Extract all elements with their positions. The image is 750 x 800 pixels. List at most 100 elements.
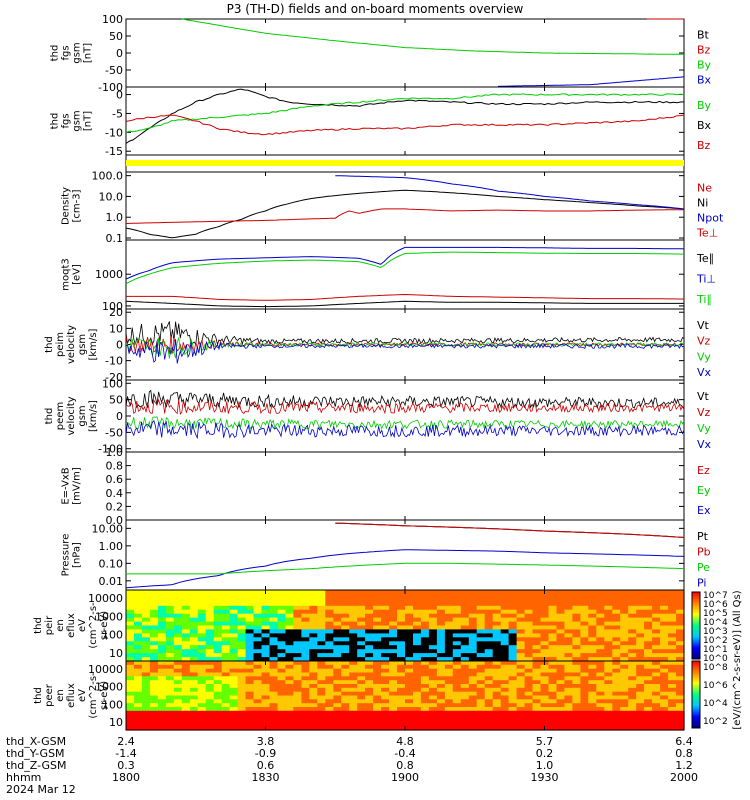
spectrogram-cell [126, 613, 135, 619]
spectrogram-cell [253, 617, 263, 623]
spectrogram-cell [580, 714, 589, 720]
spectrogram-cell [668, 726, 677, 731]
spectrogram-cell [468, 676, 478, 681]
spectrogram-cell [668, 695, 677, 700]
spectrogram-cell [221, 629, 231, 634]
spectrogram-cell [612, 621, 621, 627]
spectrogram-cell [333, 649, 342, 654]
spectrogram-cell [245, 676, 255, 681]
spectrogram-cell [134, 687, 143, 693]
legend-entry: Vx [697, 366, 712, 379]
spectrogram-cell [157, 726, 167, 731]
y-tick-label: -50 [105, 426, 123, 439]
spectrogram-cell [349, 653, 358, 658]
spectrogram-cell [524, 605, 534, 611]
spectrogram-cell [636, 645, 645, 650]
spectrogram-cell [309, 633, 318, 638]
spectrogram-cell [588, 676, 597, 681]
spectrogram-cell [261, 722, 271, 727]
spectrogram-cell [540, 687, 550, 693]
spectrogram-cell [333, 703, 342, 708]
spectrogram-cell [229, 722, 239, 727]
spectrogram-cell [532, 661, 542, 666]
spectrogram-cell [165, 684, 175, 689]
spectrogram-cell [620, 633, 629, 638]
spectrogram-cell [237, 601, 247, 607]
spectrogram-cell [428, 718, 438, 723]
spectrogram-cell [668, 687, 677, 693]
spectrogram-cell [548, 617, 558, 623]
spectrogram-cell [405, 703, 414, 708]
spectrogram-cell [197, 629, 207, 634]
spectrogram-cell [309, 601, 318, 607]
spectrogram-cell [628, 691, 637, 697]
spectrogram-cell [436, 668, 446, 674]
spectrogram-cell [452, 657, 462, 662]
spectrogram-cell [285, 649, 294, 654]
spectrogram-cell [596, 645, 605, 650]
spectrogram-cell [141, 676, 151, 681]
spectrogram-cell [564, 687, 573, 693]
spectrogram-cell [668, 707, 677, 712]
legend-entry: Ti∥ [696, 293, 712, 306]
spectrogram-cell [349, 590, 358, 595]
spectrogram-cell [492, 633, 502, 638]
spectrogram-cell [452, 672, 462, 677]
spectrogram-cell [500, 687, 510, 693]
spectrogram-cell [165, 707, 175, 712]
spectrogram-cell [444, 703, 454, 708]
spectrogram-cell [620, 617, 629, 623]
y-tick-label: 100 [102, 300, 123, 313]
spectrogram-cell [189, 722, 199, 727]
spectrogram-cell [580, 649, 589, 654]
spectrogram-cell [516, 672, 526, 677]
spectrogram-cell [620, 641, 629, 646]
spectrogram-cell [365, 621, 374, 627]
y-axis-label: moqt3 [eV] [61, 258, 83, 291]
spectrogram-cell [229, 703, 239, 708]
spectrogram-cell [149, 641, 159, 646]
spectrogram-cell [285, 718, 294, 723]
spectrogram-cell [660, 601, 669, 607]
spectrogram-cell [381, 710, 390, 716]
spectrogram-cell [436, 605, 446, 611]
spectrogram-cell [181, 593, 191, 599]
spectrogram-cell [588, 661, 597, 666]
spectrogram-cell [484, 664, 494, 670]
spectrogram-cell [644, 625, 653, 630]
spectrogram-cell [476, 601, 486, 607]
spectrogram-cell [301, 605, 310, 611]
spectrogram-cell [389, 672, 398, 677]
spectrogram-cell [261, 653, 271, 658]
spectrogram-cell [165, 609, 175, 615]
spectrogram-cell [564, 645, 573, 650]
spectrogram-cell [492, 726, 502, 731]
spectrogram-cell [540, 641, 550, 646]
spectrogram-cell [245, 649, 255, 654]
spectrogram-cell [564, 668, 573, 674]
spectrogram-cell [620, 714, 629, 720]
spectrogram-cell [500, 597, 510, 603]
spectrogram-cell [676, 726, 685, 731]
spectrogram-cell [452, 637, 462, 642]
spectrogram-cell [397, 726, 406, 731]
spectrogram-cell [644, 657, 653, 662]
spectrogram-cell [309, 637, 318, 642]
legend-entry: Te∥ [696, 252, 714, 265]
spectrogram-cell [373, 601, 382, 607]
spectrogram-cell [237, 703, 247, 708]
spectrogram-cell [660, 668, 669, 674]
spectrogram-cell [596, 590, 605, 595]
spectrogram-cell [333, 695, 342, 700]
spectrogram-cell [484, 601, 494, 607]
spectrogram-cell [277, 593, 287, 599]
spectrogram-cell [205, 668, 215, 674]
spectrogram-cell [285, 637, 294, 642]
spectrogram-cell [652, 703, 661, 708]
spectrogram-cell [628, 653, 637, 658]
spectrogram-cell [149, 645, 159, 650]
y-axis-label-line: fgs [61, 113, 72, 128]
spectrogram-cell [644, 718, 653, 723]
spectrogram-cell [373, 726, 382, 731]
spectrogram-cell [149, 637, 159, 642]
